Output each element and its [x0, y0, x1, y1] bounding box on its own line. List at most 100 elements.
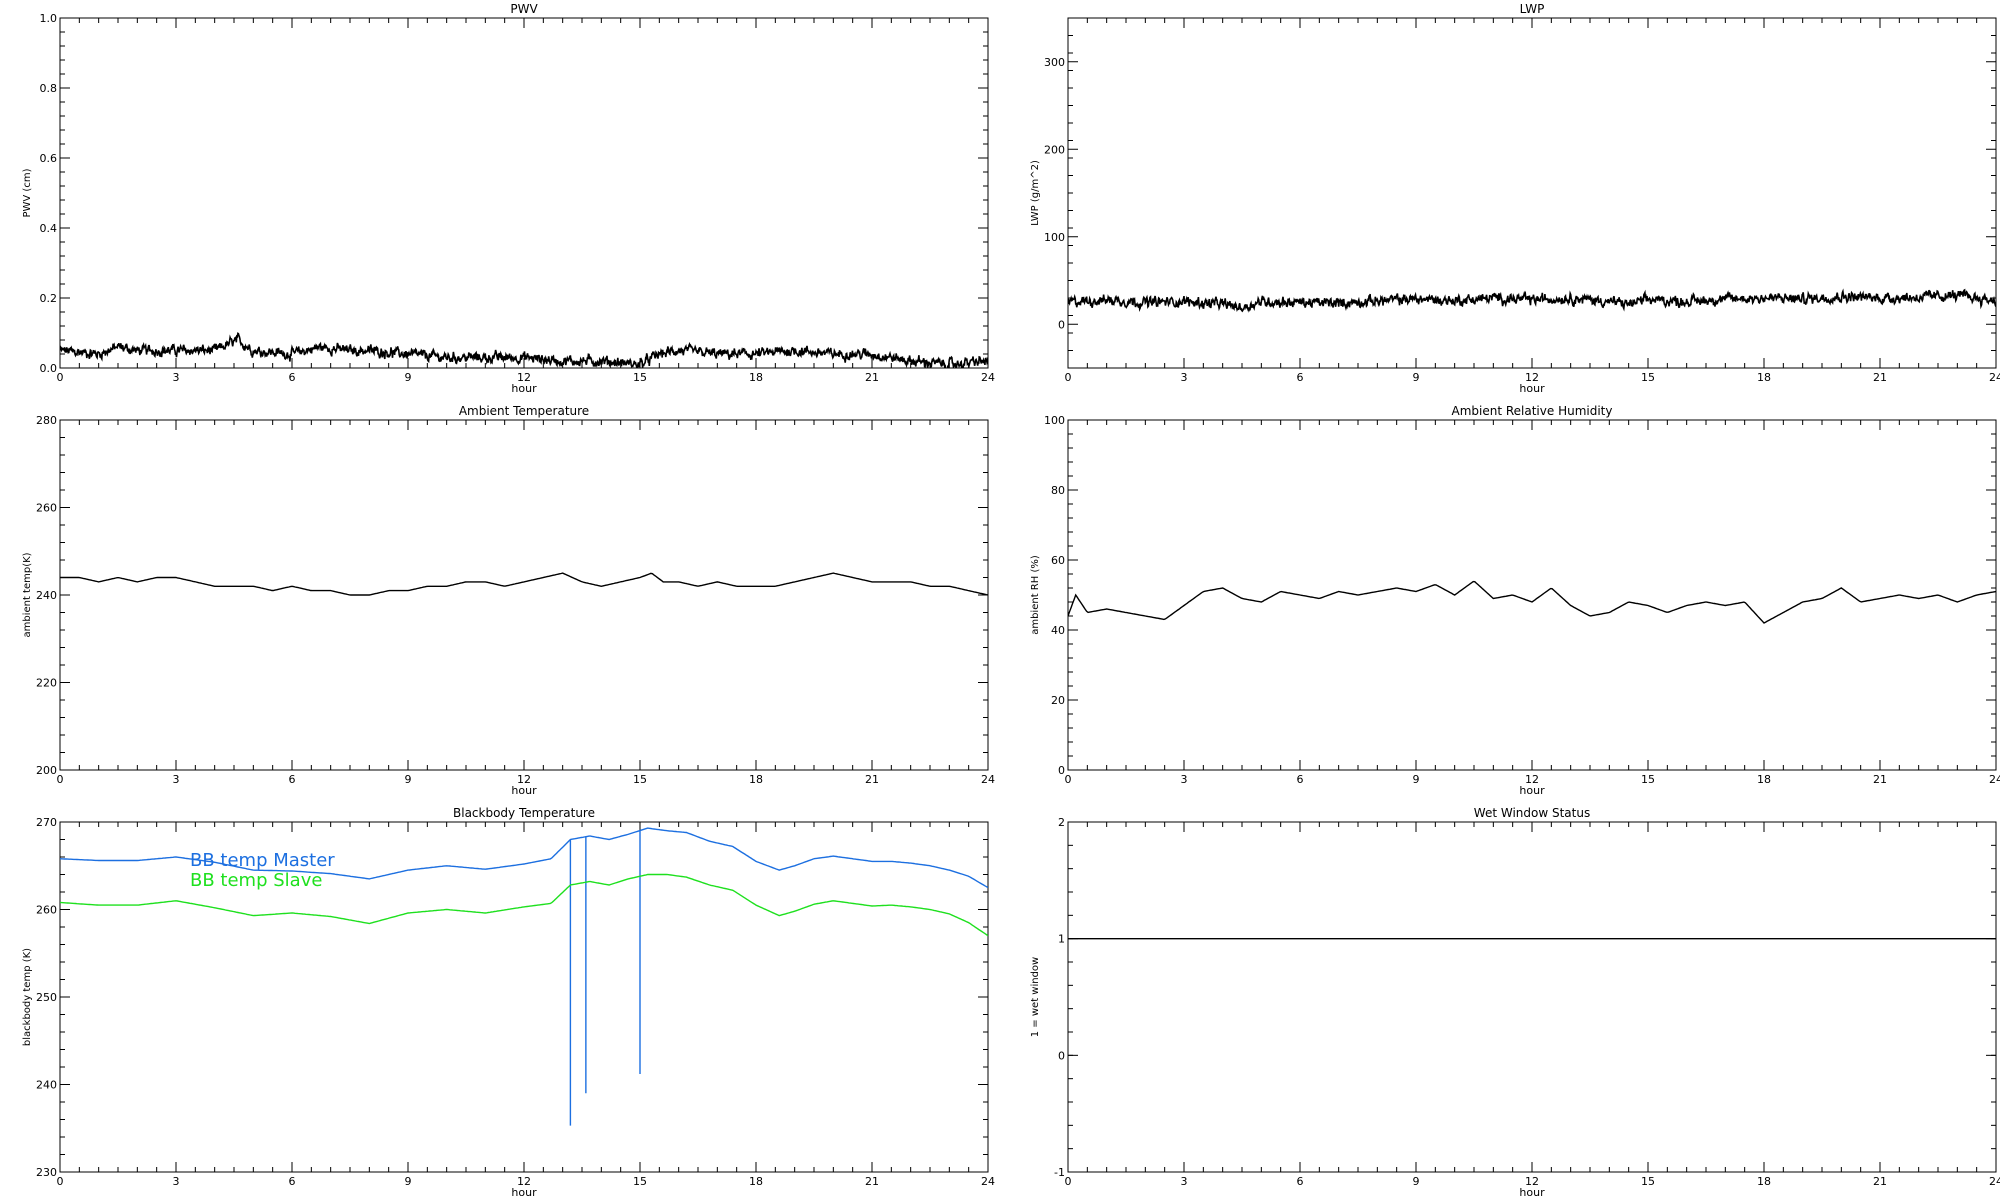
x-tick-label: 15 [633, 371, 647, 384]
x-tick-label: 18 [1757, 1175, 1771, 1188]
y-axis-label: blackbody temp (K) [22, 948, 33, 1046]
x-tick-label: 12 [517, 1175, 531, 1188]
x-tick-label: 9 [405, 371, 412, 384]
y-axis-label: LWP (g/m^2) [1030, 160, 1041, 226]
y-tick-label: 40 [1051, 624, 1065, 637]
y-tick-label: 100 [1044, 231, 1065, 244]
x-tick-label: 9 [405, 773, 412, 786]
plot-frame [1067, 419, 1997, 771]
series-line [60, 332, 988, 368]
plot-area [60, 332, 988, 368]
x-axis-label: hour [1519, 784, 1545, 797]
chart-panel-1: PWV 0 3 6 9 12 15 18 21 24 hour 0.0 0.2 0.4 0.6 0.8 1.0 P… [22, 2, 995, 395]
x-tick-label: 18 [749, 1175, 763, 1188]
plot-frame [1067, 821, 1997, 1173]
x-tick-label: 6 [1297, 1175, 1304, 1188]
plot-area [1068, 580, 1996, 624]
plot-frame [59, 419, 989, 771]
y-tick-label: 1 [1058, 933, 1065, 946]
legend-entry: BB temp Slave [190, 870, 322, 891]
x-tick-label: 6 [289, 1175, 296, 1188]
y-axis-label: 1 = wet window [1030, 957, 1041, 1037]
x-tick-label: 18 [749, 371, 763, 384]
y-tick-label: 300 [1044, 56, 1065, 69]
x-tick-label: 9 [1413, 371, 1420, 384]
x-tick-label: 24 [981, 1175, 995, 1188]
y-axis-label: ambient temp(K) [22, 552, 33, 637]
x-tick-label: 9 [405, 1175, 412, 1188]
y-tick-label: 20 [1051, 694, 1065, 707]
y-tick-label: 240 [36, 1079, 57, 1092]
chart-panel-5: Blackbody Temperature 0 3 6 9 12 15 18 21 24 hour 2… [22, 806, 995, 1199]
x-tick-label: 9 [1413, 1175, 1420, 1188]
y-tick-label: 0.0 [40, 362, 58, 375]
x-tick-label: 21 [1873, 371, 1887, 384]
series-line [60, 873, 988, 937]
x-tick-label: 6 [1297, 371, 1304, 384]
x-tick-label: 6 [1297, 773, 1304, 786]
x-tick-label: 18 [1757, 371, 1771, 384]
x-tick-label: 21 [1873, 773, 1887, 786]
chart-title: PWV [510, 2, 538, 16]
y-tick-label: 0.6 [40, 152, 58, 165]
y-tick-label: 270 [36, 816, 57, 829]
y-tick-label: 280 [36, 414, 57, 427]
x-tick-label: 12 [517, 773, 531, 786]
x-tick-label: 24 [1989, 1175, 2000, 1188]
plot-frame [1067, 17, 1997, 369]
x-tick-label: 21 [865, 773, 879, 786]
y-tick-label: 0 [1058, 764, 1065, 777]
y-tick-label: 230 [36, 1166, 57, 1179]
x-tick-label: 0 [57, 371, 64, 384]
x-tick-label: 3 [1181, 371, 1188, 384]
y-tick-label: 60 [1051, 554, 1065, 567]
x-tick-label: 24 [1989, 773, 2000, 786]
y-axis-label: ambient RH (%) [1030, 555, 1041, 635]
x-tick-label: 21 [865, 1175, 879, 1188]
x-tick-label: 15 [633, 1175, 647, 1188]
chart-panel-2: LWP 0 3 6 9 12 15 18 21 24 hour 0 100 200 300 LWP (g/m^… [1030, 2, 2000, 395]
x-tick-label: 12 [517, 371, 531, 384]
x-axis-label: hour [1519, 1186, 1545, 1199]
x-tick-label: 18 [749, 773, 763, 786]
y-tick-label: 0.2 [40, 292, 58, 305]
chart-title: Wet Window Status [1474, 806, 1590, 820]
x-tick-label: 21 [1873, 1175, 1887, 1188]
plot-area [1068, 288, 1996, 313]
chart-panel-3: Ambient Temperature 0 3 6 9 12 15 18 21 24 hour 200… [22, 404, 995, 797]
chart-title: LWP [1520, 2, 1545, 16]
y-tick-label: 260 [36, 904, 57, 917]
x-tick-label: 0 [1065, 371, 1072, 384]
y-tick-label: 100 [1044, 414, 1065, 427]
x-tick-label: 0 [57, 773, 64, 786]
series-line [60, 827, 988, 889]
y-tick-label: 250 [36, 991, 57, 1004]
x-tick-label: 0 [57, 1175, 64, 1188]
series-line [1068, 288, 1996, 313]
x-axis-label: hour [511, 382, 537, 395]
x-tick-label: 24 [1989, 371, 2000, 384]
x-tick-label: 3 [173, 371, 180, 384]
plot-area [60, 827, 988, 1126]
x-tick-label: 21 [865, 371, 879, 384]
chart-panel-4: Ambient Relative Humidity 0 3 6 9 12 15 18 21 24 h… [1030, 404, 2000, 797]
y-axis-label: PWV (cm) [22, 168, 33, 217]
x-tick-label: 0 [1065, 773, 1072, 786]
x-tick-label: 15 [1641, 773, 1655, 786]
y-tick-label: 1.0 [40, 12, 58, 25]
y-tick-label: 80 [1051, 484, 1065, 497]
x-tick-label: 18 [1757, 773, 1771, 786]
x-tick-label: 9 [1413, 773, 1420, 786]
chart-title: Blackbody Temperature [453, 806, 595, 820]
chart-title: Ambient Relative Humidity [1452, 404, 1613, 418]
plot-area [60, 572, 988, 596]
x-tick-label: 24 [981, 371, 995, 384]
x-tick-label: 6 [289, 371, 296, 384]
y-tick-label: 200 [1044, 143, 1065, 156]
y-tick-label: 0.4 [40, 222, 58, 235]
y-tick-label: 260 [36, 502, 57, 515]
series-line [1068, 580, 1996, 624]
x-tick-label: 24 [981, 773, 995, 786]
